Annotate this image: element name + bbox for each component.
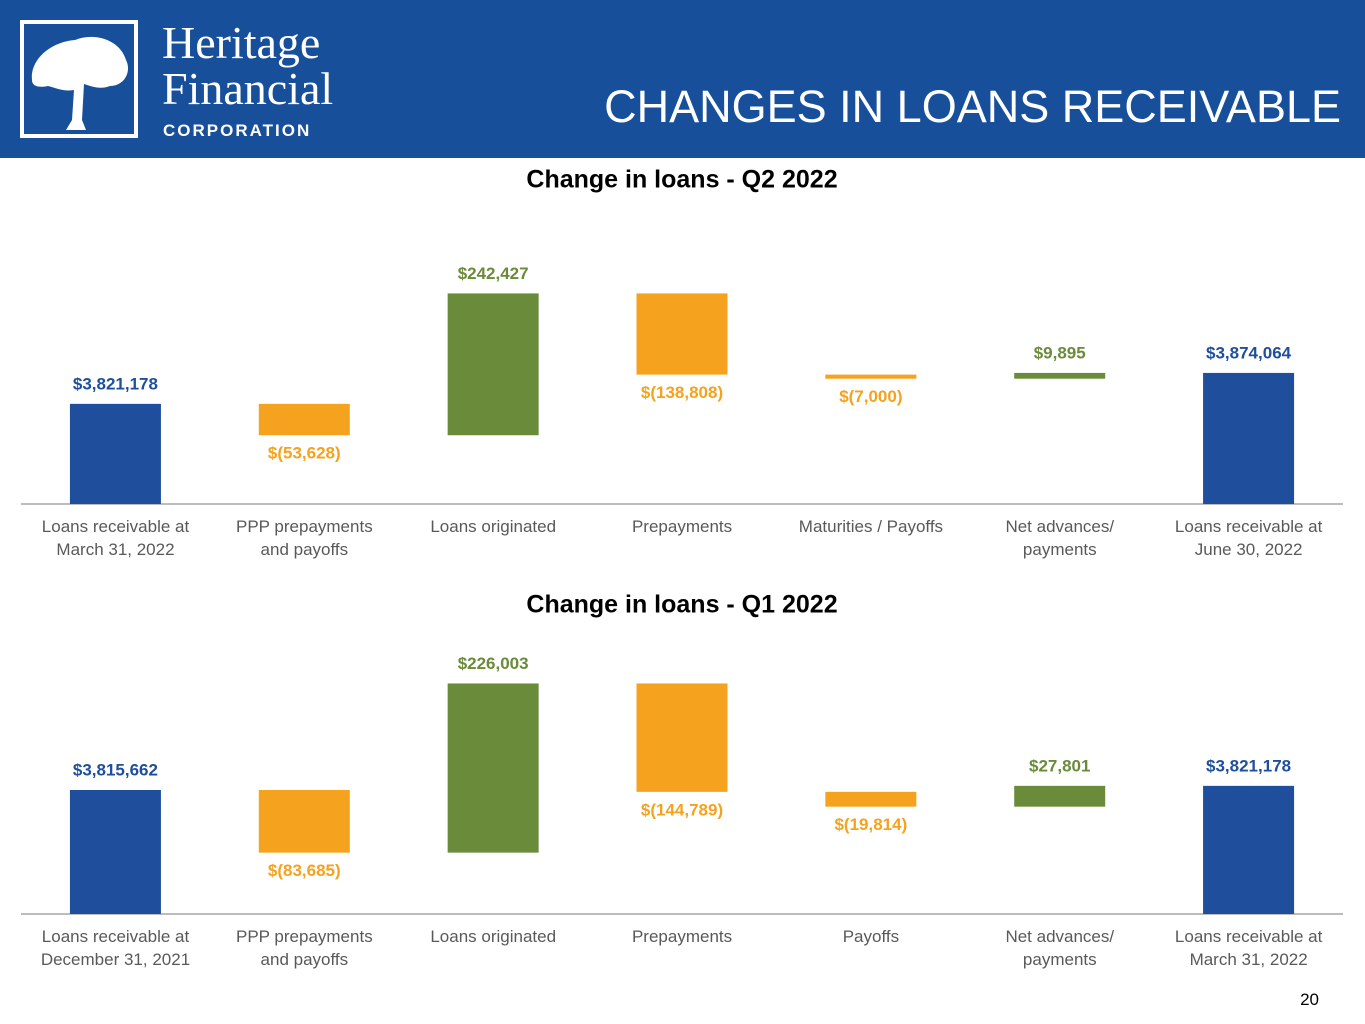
page-number: 20 xyxy=(1300,990,1319,1009)
x-tick-label: Payoffs xyxy=(842,927,900,946)
value-label: $(53,628) xyxy=(268,444,341,463)
x-tick-label: Prepayments xyxy=(631,927,733,946)
value-label: $3,821,178 xyxy=(1206,756,1291,775)
value-label: $3,874,064 xyxy=(1206,343,1292,362)
x-tick-label: Maturities / Payoffs xyxy=(798,517,944,536)
x-tick-label: Loans receivable at March 31, 2022 xyxy=(41,517,190,559)
x-tick-label: Prepayments xyxy=(631,517,733,536)
bar xyxy=(69,403,161,504)
chart-title: Change in loans - Q1 2022 xyxy=(526,591,837,619)
value-label: $3,821,178 xyxy=(73,374,158,393)
x-tick-label: PPP prepayments and payoffs xyxy=(235,927,373,969)
value-label: $(144,789) xyxy=(641,800,723,819)
header: Heritage Financial CORPORATION CHANGES I… xyxy=(0,0,1365,158)
value-label: $242,427 xyxy=(458,264,529,283)
bar xyxy=(1014,372,1106,379)
logo-corp: CORPORATION xyxy=(163,121,312,140)
x-tick-label: Loans receivable at March 31, 2022 xyxy=(1174,927,1323,969)
slide-title: CHANGES IN LOANS RECEIVABLE xyxy=(604,81,1341,132)
bar xyxy=(1014,785,1106,807)
value-label: $(138,808) xyxy=(641,383,723,402)
bar xyxy=(636,683,728,792)
bar xyxy=(69,789,161,914)
value-label: $226,003 xyxy=(458,654,529,673)
x-tick-label: Loans originated xyxy=(430,517,557,536)
x-tick-label: Loans receivable at June 30, 2022 xyxy=(1174,517,1323,559)
x-tick-label: Loans receivable at December 31, 2021 xyxy=(40,927,191,969)
bar xyxy=(258,789,350,853)
value-label: $3,815,662 xyxy=(73,760,158,779)
bar xyxy=(636,293,728,375)
value-label: $9,895 xyxy=(1034,343,1086,362)
x-tick-label: Loans originated xyxy=(430,927,557,946)
logo-icon xyxy=(20,20,138,138)
bar xyxy=(1203,372,1295,504)
bar xyxy=(447,293,539,436)
chart-title: Change in loans - Q2 2022 xyxy=(526,166,837,194)
bar xyxy=(1203,785,1295,914)
bar xyxy=(258,403,350,436)
x-tick-label: Net advances/ payments xyxy=(1005,927,1115,969)
bar xyxy=(825,374,917,379)
value-label: $27,801 xyxy=(1029,756,1090,775)
value-label: $(7,000) xyxy=(839,387,902,406)
value-label: $(83,685) xyxy=(268,861,341,880)
x-tick-label: Net advances/ payments xyxy=(1005,517,1115,559)
logo-line: Heritage xyxy=(162,17,321,68)
logo-line: Financial xyxy=(162,63,334,114)
bar xyxy=(825,791,917,807)
x-tick-label: PPP prepayments and payoffs xyxy=(235,517,373,559)
value-label: $(19,814) xyxy=(834,815,907,834)
bar xyxy=(447,683,539,853)
